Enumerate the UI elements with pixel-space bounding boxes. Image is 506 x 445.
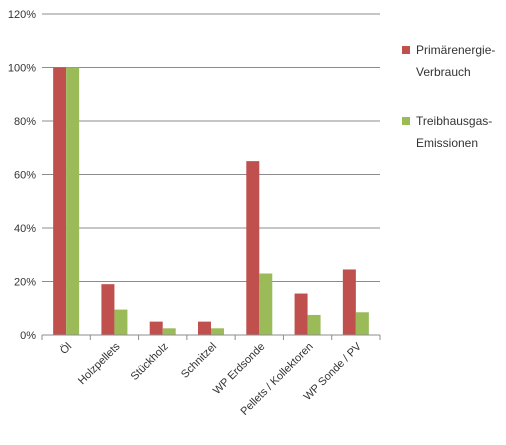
y-tick-label: 0% [20,330,36,342]
bar-series-0-4 [246,161,260,335]
bar-series-1-5 [307,314,321,335]
bar-series-1-0 [66,67,80,335]
bar-series-0-2 [149,321,163,335]
y-tick-label: 40% [14,223,36,235]
bar-series-1-4 [259,273,273,335]
bar-series-0-1 [101,284,115,335]
y-tick-label: 60% [14,170,36,182]
bar-series-1-1 [114,309,128,335]
bar-series-0-0 [53,67,67,335]
bar-series-1-2 [162,328,176,335]
bars [41,67,381,340]
x-tick-label: Schnitzel [179,341,219,381]
legend-label: Verbrauch [416,65,471,79]
legend-swatch-1 [402,117,410,125]
legend-label: Primärenergie- [416,43,495,57]
legend: Primärenergie- Verbrauch Treibhausgas- Emis… [402,43,495,150]
x-tick-label: Stückholz [129,341,171,383]
y-tick-label: 80% [14,116,36,128]
bar-series-0-3 [198,321,211,335]
x-tick-label: Öl [58,341,74,357]
bar-series-1-3 [211,328,224,335]
y-tick-label: 120% [8,9,36,21]
x-tick-label: Holzpellets [76,340,123,387]
bar-series-0-6 [342,269,356,335]
gridlines [42,13,380,282]
y-axis-tick-labels: 0% 20% 40% 60% 80% 100% 120% [8,9,36,342]
legend-swatch-0 [402,46,410,54]
legend-label: Emissionen [416,136,478,150]
bar-series-1-6 [355,312,369,335]
legend-label: Treibhausgas- [416,114,492,128]
bar-series-0-5 [294,293,308,335]
y-tick-label: 20% [14,277,36,289]
y-tick-label: 100% [8,63,36,75]
